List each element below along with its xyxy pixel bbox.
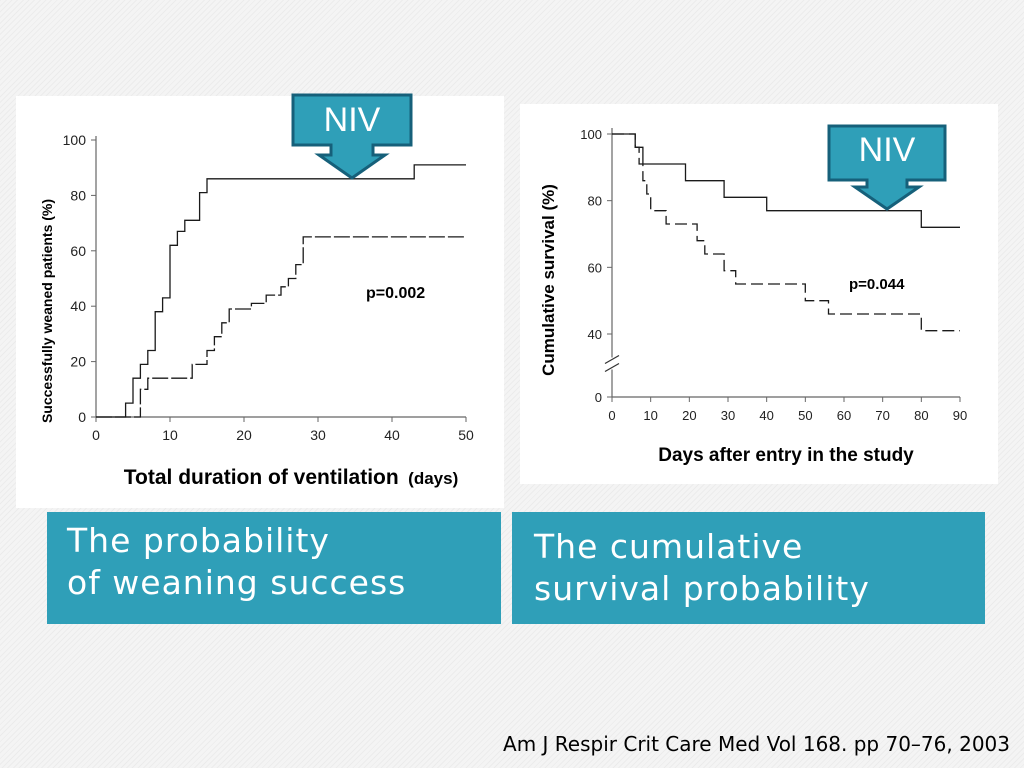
x-axis-label: Total duration of ventilation (days) [124, 466, 458, 489]
axis-break-mark [604, 354, 620, 365]
y-tick-label: 80 [70, 187, 86, 203]
y-tick-label: 80 [588, 194, 602, 209]
x-tick-label: 70 [875, 408, 889, 423]
caption-survival: The cumulative survival probability [512, 512, 985, 624]
x-tick-label: 50 [798, 408, 812, 423]
y-tick-label: 100 [63, 132, 87, 148]
caption-line: The cumulative [534, 527, 804, 566]
x-axis-label-unit: (days) [408, 469, 458, 488]
axis-break-mark [604, 362, 620, 373]
y-tick-label: 0 [78, 409, 86, 425]
survival-chart-panel: Cumulative survival (%) Days after entry… [520, 104, 998, 484]
weaning-chart-panel: Successfully weaned patients (%) Total d… [16, 96, 504, 508]
y-tick-label: 60 [588, 260, 602, 275]
y-tick-label: 60 [70, 243, 86, 259]
x-tick-label: 80 [914, 408, 928, 423]
y-axis-label: Successfully weaned patients (%) [39, 199, 55, 423]
x-tick-label: 10 [643, 408, 657, 423]
y-tick-label: 20 [70, 354, 86, 370]
series-line-0 [96, 164, 466, 418]
x-tick-label: 40 [384, 427, 400, 443]
x-tick-label: 0 [608, 408, 615, 423]
x-tick-label: 20 [682, 408, 696, 423]
caption-line: survival probability [534, 569, 870, 608]
x-axis-label: Days after entry in the study [658, 445, 914, 466]
p-value-annotation: p=0.044 [849, 276, 905, 293]
caption-line: The probability [67, 521, 330, 560]
x-tick-label: 90 [953, 408, 967, 423]
y-tick-label: 100 [580, 127, 602, 142]
axis-break-gap [604, 357, 620, 370]
series-line-1 [96, 236, 466, 418]
y-tick-label: 40 [70, 298, 86, 314]
weaning-chart: Successfully weaned patients (%) Total d… [39, 132, 474, 489]
x-axis-label-main: Total duration of ventilation [124, 466, 399, 489]
niv-callout-arrow: NIV [827, 124, 947, 211]
x-tick-label: 30 [721, 408, 735, 423]
caption-weaning: The probability of weaning success [47, 512, 501, 624]
niv-callout-arrow: NIV [291, 93, 413, 180]
x-tick-label: 50 [458, 427, 474, 443]
y-tick-label: 40 [588, 327, 602, 342]
x-tick-label: 40 [759, 408, 773, 423]
x-tick-label: 60 [837, 408, 851, 423]
x-tick-label: 30 [310, 427, 326, 443]
caption-line: of weaning success [67, 563, 407, 602]
p-value-annotation: p=0.002 [366, 285, 425, 302]
x-tick-label: 10 [162, 427, 178, 443]
y-tick-label: 0 [595, 390, 602, 405]
series-line-1 [612, 133, 960, 332]
y-axis-label: Cumulative survival (%) [539, 184, 558, 376]
citation: Am J Respir Crit Care Med Vol 168. pp 70… [503, 732, 1010, 756]
x-tick-label: 0 [92, 427, 100, 443]
niv-label: NIV [324, 101, 381, 139]
x-tick-label: 20 [236, 427, 252, 443]
niv-label: NIV [859, 131, 916, 169]
survival-chart: Cumulative survival (%) Days after entry… [539, 127, 967, 466]
